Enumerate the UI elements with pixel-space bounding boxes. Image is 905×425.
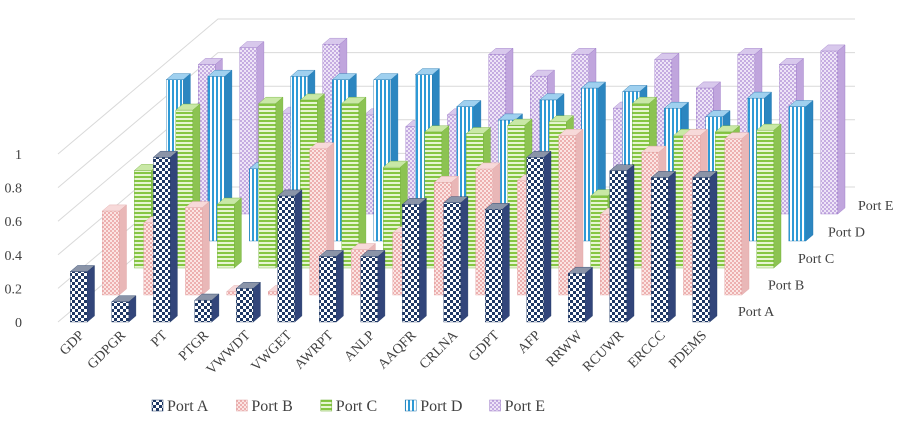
bar: [609, 164, 635, 323]
legend-swatch: [236, 399, 248, 412]
bar: [184, 201, 210, 296]
bar: [820, 44, 846, 215]
bar: [111, 295, 137, 323]
y-tick-label: 1: [15, 148, 22, 163]
bar: [69, 265, 96, 323]
legend-label: Port D: [420, 398, 462, 415]
chart-bars: [69, 37, 846, 323]
x-tick-label: AAQFR: [375, 328, 420, 373]
y-tick-label: 0: [15, 316, 22, 331]
bar: [216, 197, 242, 269]
depth-axis-label: Port D: [828, 226, 865, 241]
y-tick-label: 0.2: [5, 282, 23, 297]
depth-axis-label: Port C: [798, 252, 834, 267]
x-tick-label: PTGR: [176, 328, 212, 364]
x-tick-label: ERCCC: [626, 328, 669, 371]
x-tick-label: AWRPT: [292, 328, 337, 373]
legend-swatch: [404, 399, 417, 412]
bar: [526, 150, 552, 323]
chart-legend: Port A Port B Port C Port D Port E: [151, 398, 545, 415]
x-tick-label: RCUWR: [580, 328, 627, 375]
legend-swatch: [489, 399, 501, 412]
y-axis-ticks: 0 0.2 0.4 0.6 0.8 1: [5, 148, 23, 331]
legend-item: Port E: [489, 398, 545, 415]
legend-item: Port A: [151, 398, 209, 415]
bar: [152, 150, 178, 323]
legend-label: Port C: [336, 398, 377, 415]
x-tick-label: PDEMS: [667, 328, 711, 372]
x-tick-label: PT: [148, 328, 170, 350]
bar: [341, 96, 367, 269]
legend-label: Port A: [167, 398, 209, 415]
depth-axis-label: Port A: [738, 305, 775, 320]
x-tick-label: AFP: [515, 328, 544, 357]
bar: [692, 170, 718, 323]
x-tick-label: GDP: [57, 328, 88, 359]
bar: [194, 293, 220, 323]
legend-label: Port B: [251, 398, 292, 415]
bar: [724, 132, 750, 296]
bar: [318, 249, 344, 323]
depth-axis-label: Port E: [858, 199, 893, 214]
x-tick-label: VWGET: [249, 328, 296, 375]
y-tick-label: 0.8: [5, 182, 23, 197]
legend-item: Port B: [236, 398, 293, 415]
legend-item: Port D: [404, 398, 462, 415]
bar: [443, 196, 469, 323]
bar: [788, 100, 814, 242]
x-tick-label: CRLNA: [417, 328, 462, 373]
x-tick-label: GDPT: [466, 328, 503, 365]
x-tick-label: VWWDT: [204, 328, 254, 378]
depth-axis-label: Port B: [768, 279, 804, 294]
legend-swatch: [320, 399, 333, 412]
legend-item: Port C: [320, 398, 377, 415]
legend-swatch: [151, 399, 164, 412]
bar: [258, 96, 284, 269]
bar: [650, 170, 677, 323]
y-tick-label: 0.6: [5, 215, 23, 230]
x-tick-label: GDPGR: [85, 328, 130, 373]
bar: [101, 204, 128, 296]
y-tick-label: 0.4: [5, 249, 23, 264]
bar: [235, 281, 261, 323]
bar: [756, 123, 782, 269]
gridline: [57, 52, 855, 188]
legend-label: Port E: [505, 398, 545, 415]
bar: [567, 266, 594, 323]
gridline: [57, 18, 855, 155]
bar: [277, 189, 303, 323]
bar: [484, 202, 510, 323]
bar: [360, 249, 386, 323]
x-tick-label: ANLP: [342, 328, 379, 365]
depth-axis-ticks: Port A Port B Port C Port D Port E: [738, 199, 893, 320]
bar: [401, 197, 427, 323]
